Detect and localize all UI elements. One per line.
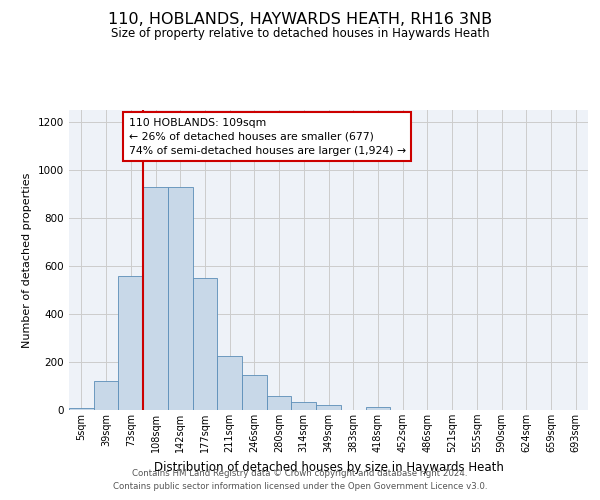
Y-axis label: Number of detached properties: Number of detached properties bbox=[22, 172, 32, 348]
Text: Size of property relative to detached houses in Haywards Heath: Size of property relative to detached ho… bbox=[110, 28, 490, 40]
Bar bbox=[94, 381, 118, 410]
Bar bbox=[193, 278, 217, 410]
Text: 110, HOBLANDS, HAYWARDS HEATH, RH16 3NB: 110, HOBLANDS, HAYWARDS HEATH, RH16 3NB bbox=[108, 12, 492, 28]
Bar bbox=[168, 187, 193, 410]
Bar bbox=[217, 356, 242, 410]
Bar bbox=[69, 408, 94, 410]
Text: 110 HOBLANDS: 109sqm
← 26% of detached houses are smaller (677)
74% of semi-deta: 110 HOBLANDS: 109sqm ← 26% of detached h… bbox=[128, 118, 406, 156]
Bar bbox=[292, 402, 316, 410]
X-axis label: Distribution of detached houses by size in Haywards Heath: Distribution of detached houses by size … bbox=[154, 460, 503, 473]
Bar bbox=[118, 276, 143, 410]
Text: Contains HM Land Registry data © Crown copyright and database right 2024.: Contains HM Land Registry data © Crown c… bbox=[132, 468, 468, 477]
Bar bbox=[365, 407, 390, 410]
Text: Contains public sector information licensed under the Open Government Licence v3: Contains public sector information licen… bbox=[113, 482, 487, 491]
Bar bbox=[316, 404, 341, 410]
Bar bbox=[143, 187, 168, 410]
Bar bbox=[267, 396, 292, 410]
Bar bbox=[242, 375, 267, 410]
